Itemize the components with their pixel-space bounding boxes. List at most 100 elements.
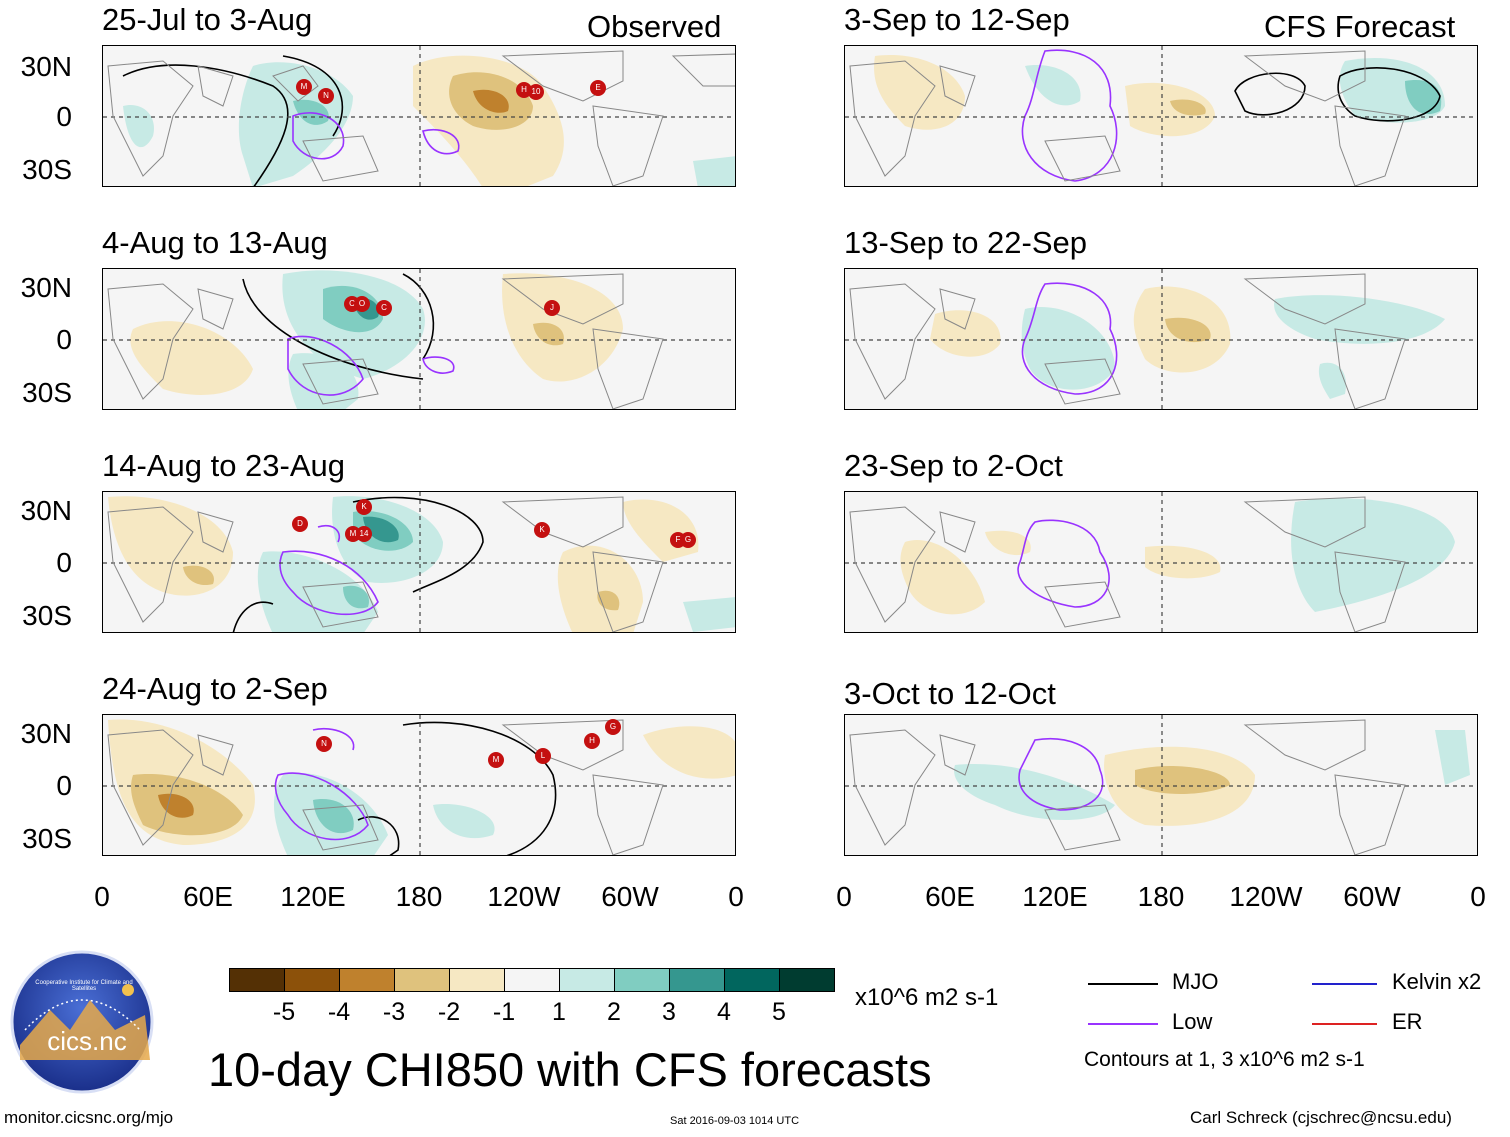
colorbar-swatch bbox=[504, 968, 560, 992]
lon-label: 120W bbox=[1229, 881, 1303, 912]
main-title: 10-day CHI850 with CFS forecasts bbox=[208, 1043, 932, 1096]
colorbar-swatch bbox=[614, 968, 670, 992]
legend-kelvin-line bbox=[1312, 983, 1377, 985]
lat-label-30s: 30S bbox=[22, 377, 72, 408]
colorbar-swatch bbox=[559, 968, 615, 992]
storm-marker: H bbox=[584, 733, 600, 749]
storm-marker: K bbox=[534, 522, 550, 538]
panel-title: 25-Jul to 3-Aug bbox=[102, 2, 313, 37]
observed-label: Observed bbox=[587, 9, 722, 44]
contours-note: Contours at 1, 3 x10^6 m2 s-1 bbox=[1084, 1048, 1365, 1071]
map-panel bbox=[102, 45, 736, 187]
lon-label: 180 bbox=[395, 881, 443, 912]
lon-label: 0 bbox=[1470, 881, 1486, 912]
map-svg-left-4 bbox=[103, 715, 735, 855]
map-panel bbox=[844, 45, 1478, 187]
footer-author: Carl Schreck (cjschrec@ncsu.edu) bbox=[1190, 1108, 1452, 1127]
colorbar-tick-label: -1 bbox=[492, 998, 516, 1026]
map-svg-right-2 bbox=[845, 269, 1477, 409]
cics-logo: cics.nc Cooperative Institute for Climat… bbox=[10, 950, 160, 1100]
lon-label: 60W bbox=[601, 881, 659, 912]
map-panel bbox=[844, 268, 1478, 410]
storm-marker: C bbox=[376, 300, 392, 316]
panel-title: 3-Sep to 12-Sep bbox=[844, 2, 1070, 37]
colorbar-tick-label: 4 bbox=[717, 998, 731, 1026]
lon-label: 180 bbox=[1137, 881, 1185, 912]
panel-title: 3-Oct to 12-Oct bbox=[844, 676, 1056, 711]
storm-marker: M bbox=[296, 79, 312, 95]
legend-mjo-line bbox=[1088, 983, 1158, 985]
colorbar-tick-label: 2 bbox=[607, 998, 621, 1026]
footer-timestamp: Sat 2016-09-03 1014 UTC bbox=[670, 1115, 800, 1127]
map-svg-right-1 bbox=[845, 46, 1477, 186]
colorbar-swatch bbox=[394, 968, 450, 992]
legend-kelvin-label: Kelvin x2 bbox=[1392, 969, 1482, 994]
colorbar-swatch bbox=[229, 968, 285, 992]
colorbar-tick-label: 3 bbox=[662, 998, 676, 1026]
legend-er-label: ER bbox=[1392, 1009, 1423, 1034]
storm-marker: D bbox=[292, 516, 308, 532]
map-svg-right-3 bbox=[845, 492, 1477, 632]
lat-label-30n: 30N bbox=[20, 718, 72, 749]
lon-label: 0 bbox=[836, 881, 852, 912]
lat-label-0: 0 bbox=[56, 770, 72, 801]
storm-marker: J bbox=[544, 300, 560, 316]
colorbar-swatch bbox=[284, 968, 340, 992]
lat-label-30s: 30S bbox=[22, 600, 72, 631]
footer-url[interactable]: monitor.cicsnc.org/mjo bbox=[4, 1108, 174, 1127]
map-svg-left-3 bbox=[103, 492, 735, 632]
storm-marker: K bbox=[356, 499, 372, 515]
storm-marker: N bbox=[316, 736, 332, 752]
lat-label-0: 0 bbox=[56, 101, 72, 132]
colorbar-tick-label: -3 bbox=[382, 998, 406, 1026]
storm-marker: 14 bbox=[356, 526, 372, 542]
colorbar-swatch bbox=[724, 968, 780, 992]
lon-label: 120W bbox=[487, 881, 561, 912]
panel-title: 14-Aug to 23-Aug bbox=[102, 448, 346, 483]
lat-label-30s: 30S bbox=[22, 823, 72, 854]
cfs-forecast-label: CFS Forecast bbox=[1264, 9, 1456, 44]
map-panel bbox=[102, 491, 736, 633]
storm-marker: G bbox=[605, 719, 621, 735]
lat-label-30n: 30N bbox=[20, 51, 72, 82]
legend-low-line bbox=[1088, 1023, 1158, 1025]
map-panel bbox=[844, 491, 1478, 633]
lat-label-0: 0 bbox=[56, 324, 72, 355]
map-svg-left-2 bbox=[103, 269, 735, 409]
legend-low-label: Low bbox=[1172, 1009, 1213, 1034]
panel-title: 4-Aug to 13-Aug bbox=[102, 225, 328, 260]
storm-marker: G bbox=[680, 532, 696, 548]
lat-label-30s: 30S bbox=[22, 154, 72, 185]
lon-label: 60W bbox=[1343, 881, 1401, 912]
lat-label-30n: 30N bbox=[20, 495, 72, 526]
colorbar-tick-label: -5 bbox=[272, 998, 296, 1026]
lon-label: 0 bbox=[94, 881, 110, 912]
map-svg-left-1 bbox=[103, 46, 735, 186]
logo-text: cics.nc bbox=[47, 1026, 127, 1056]
colorbar-tick-label: -2 bbox=[437, 998, 461, 1026]
storm-marker: O bbox=[354, 296, 370, 312]
map-panel bbox=[102, 714, 736, 856]
storm-marker: L bbox=[535, 748, 551, 764]
map-panel bbox=[102, 268, 736, 410]
colorbar-swatch bbox=[779, 968, 835, 992]
map-svg-right-4 bbox=[845, 715, 1477, 855]
lat-label-30n: 30N bbox=[20, 272, 72, 303]
lon-label: 0 bbox=[728, 881, 744, 912]
lon-label: 60E bbox=[183, 881, 233, 912]
storm-marker: 10 bbox=[528, 84, 544, 100]
colorbar-tick-label: 5 bbox=[772, 998, 786, 1026]
storm-marker: M bbox=[488, 752, 504, 768]
logo-ring-text: Cooperative Institute for Climate and Sa… bbox=[35, 980, 133, 992]
lon-label: 120E bbox=[280, 881, 346, 912]
panel-title: 24-Aug to 2-Sep bbox=[102, 671, 328, 706]
lon-label: 60E bbox=[925, 881, 975, 912]
storm-marker: N bbox=[318, 88, 334, 104]
lon-label: 120E bbox=[1022, 881, 1088, 912]
logo-graphic bbox=[10, 950, 154, 1094]
panel-title: 13-Sep to 22-Sep bbox=[844, 225, 1088, 260]
colorbar-swatch bbox=[669, 968, 725, 992]
colorbar-tick-label: 1 bbox=[552, 998, 566, 1026]
legend-er-line bbox=[1312, 1023, 1377, 1025]
map-panel bbox=[844, 714, 1478, 856]
